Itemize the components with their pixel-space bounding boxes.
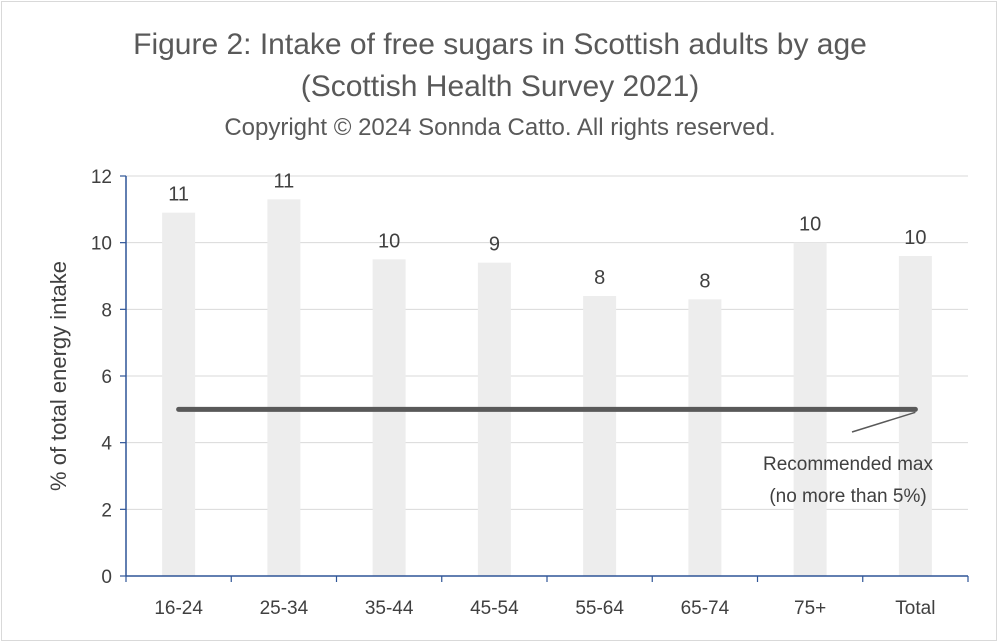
x-tick-label: 55-64 bbox=[575, 598, 624, 619]
bar-value-label: 9 bbox=[489, 234, 500, 256]
chart-title: Figure 2: Intake of free sugars in Scott… bbox=[133, 28, 867, 61]
x-tick-label: 35-44 bbox=[365, 598, 414, 619]
reference-line-group: Recommended max (no more than 5%) bbox=[176, 406, 934, 507]
y-tick-label: 4 bbox=[101, 434, 112, 455]
chart-subtitle: Copyright © 2024 Sonnda Catto. All right… bbox=[224, 114, 776, 141]
bar-value-label: 8 bbox=[594, 267, 605, 289]
bar-value-label: 10 bbox=[378, 230, 400, 252]
y-tick-label: 10 bbox=[91, 234, 112, 255]
bar-value-label: 11 bbox=[273, 170, 294, 192]
bar-value-label: 11 bbox=[168, 184, 189, 206]
reference-label-leader bbox=[851, 411, 916, 433]
y-tick-label: 8 bbox=[101, 300, 112, 321]
bar bbox=[267, 199, 301, 577]
bar bbox=[372, 259, 406, 576]
bar bbox=[688, 299, 722, 576]
x-tick-label: 45-54 bbox=[470, 598, 519, 619]
bar-value-labels: 11 11 10 9 8 8 10 10 bbox=[168, 170, 926, 292]
gridlines bbox=[126, 175, 968, 510]
x-tick-label: Total bbox=[895, 598, 935, 619]
axes: 0 2 4 6 8 10 12 16-24 25-34 35-44 45-54 55-64 65-74 7… bbox=[91, 167, 969, 619]
bars bbox=[162, 199, 932, 577]
reference-label-line-2: (no more than 5%) bbox=[769, 486, 926, 507]
chart-title-line-2: (Scottish Health Survey 2021) bbox=[300, 70, 700, 103]
y-tick-label: 12 bbox=[91, 167, 112, 188]
x-tick-label: 65-74 bbox=[681, 598, 730, 619]
y-tick-label: 6 bbox=[101, 367, 112, 388]
x-tick-label: 25-34 bbox=[260, 598, 309, 619]
bar-value-label: 8 bbox=[699, 270, 710, 292]
bar bbox=[162, 212, 196, 576]
y-tick-label: 0 bbox=[101, 567, 112, 588]
y-axis-label: % of total energy intake bbox=[46, 261, 71, 491]
bar-value-label: 10 bbox=[904, 227, 926, 249]
bar bbox=[583, 296, 617, 576]
x-tick-label: 16-24 bbox=[154, 598, 203, 619]
bar-value-label: 10 bbox=[799, 214, 821, 236]
x-tick-label: 75+ bbox=[794, 598, 826, 619]
reference-label-line-1: Recommended max bbox=[763, 454, 934, 475]
bar bbox=[477, 262, 511, 576]
y-tick-label: 2 bbox=[101, 500, 112, 521]
